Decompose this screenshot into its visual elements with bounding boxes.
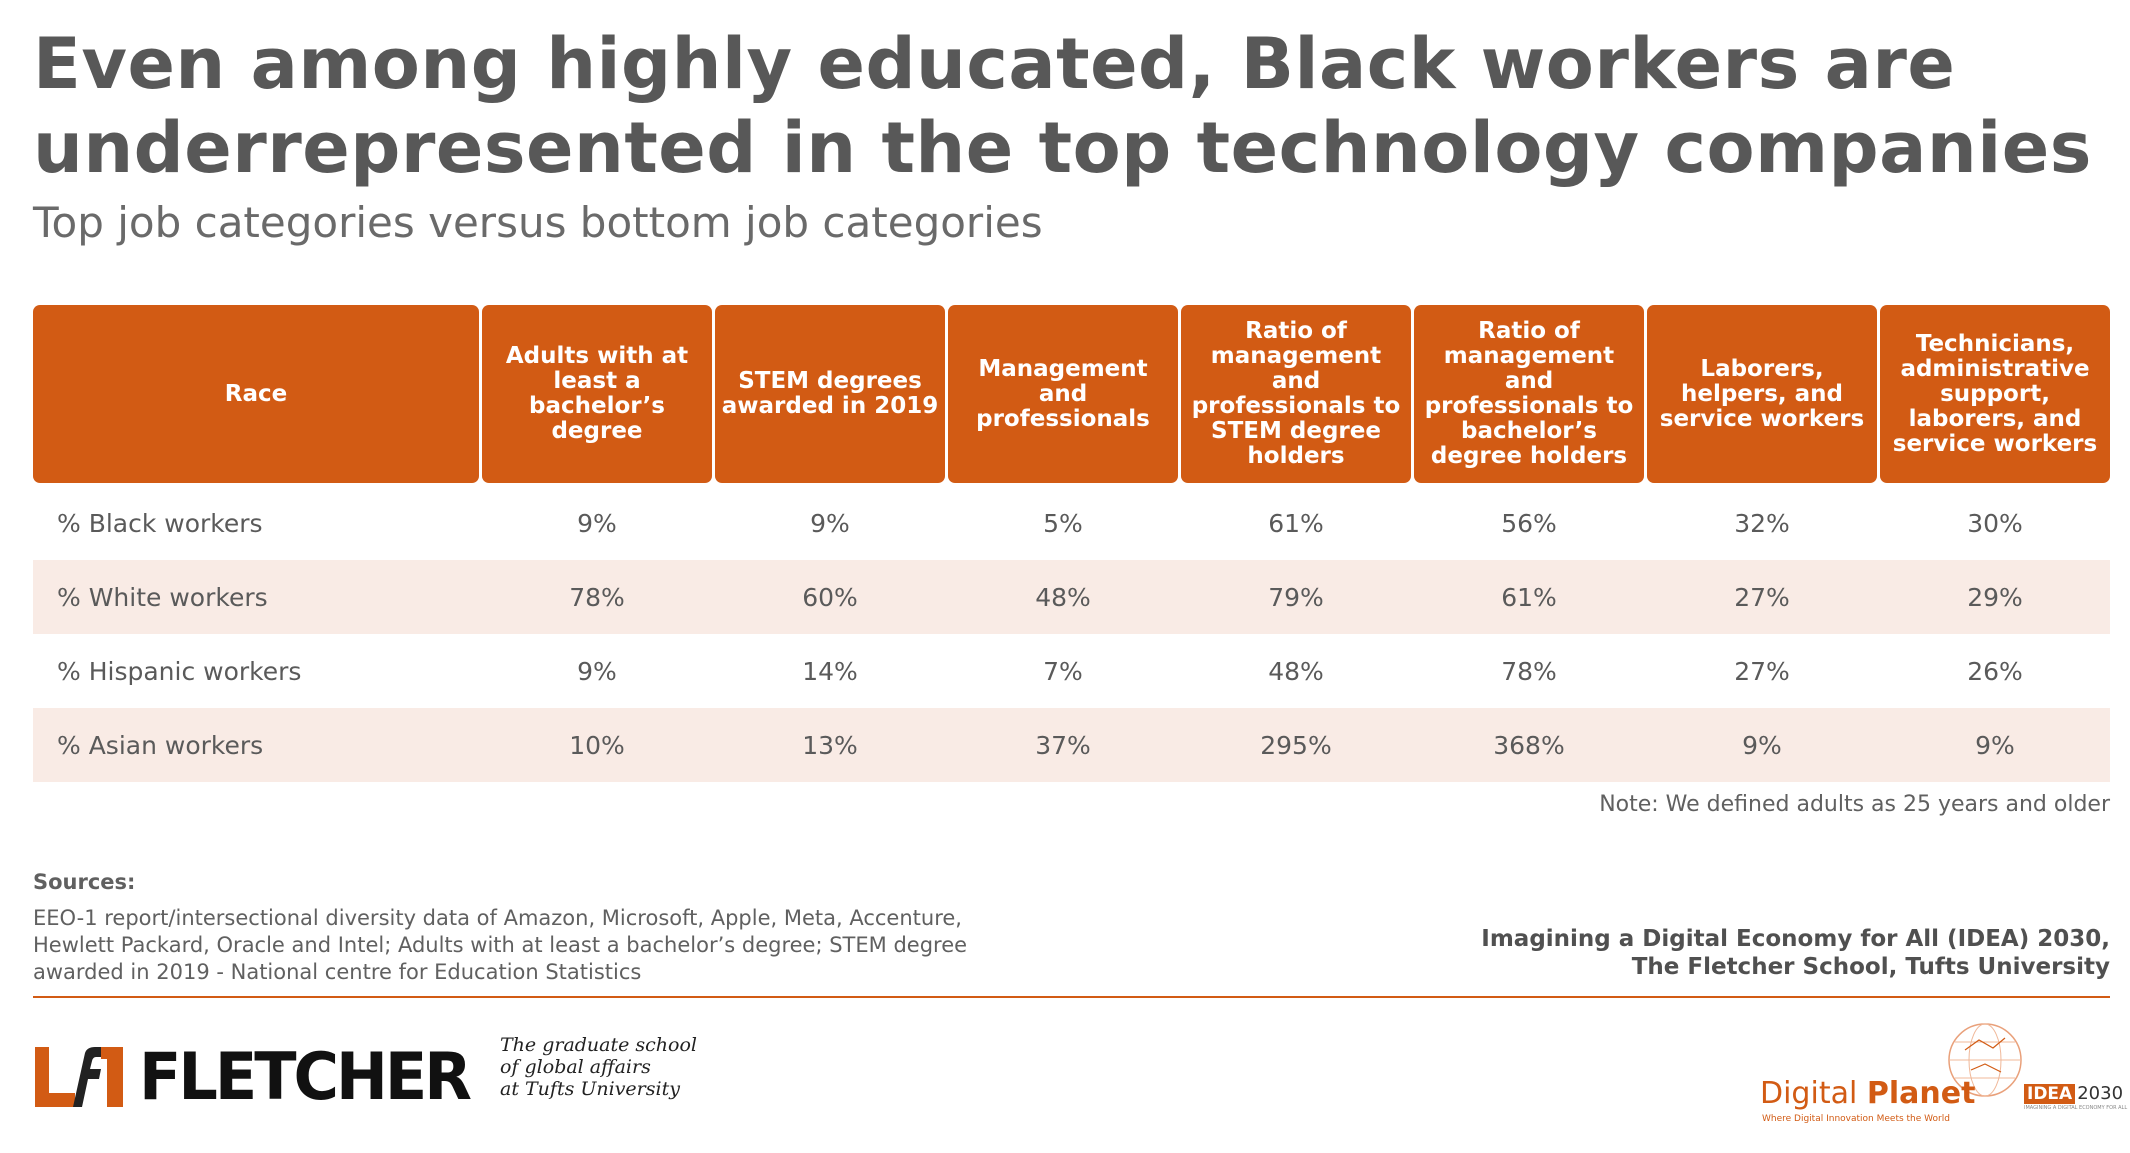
row-label: % Black workers xyxy=(57,508,263,538)
table-note: Note: We defined adults as 25 years and … xyxy=(1599,792,2110,817)
digital-planet-wordmark: Digital Planet xyxy=(1760,1076,1975,1111)
table-body: % Black workers 9% 9% 5% 61% 56% 32% 30% % White… xyxy=(33,486,2110,782)
column-header: STEM degrees awarded in 2019 xyxy=(715,305,945,483)
digital-planet-logo: Digital Planet Where Digital Innovation … xyxy=(1750,1020,2022,1124)
fletcher-tagline: The graduate school of global affairs at… xyxy=(500,1034,697,1100)
table-cell: 9% xyxy=(577,656,617,686)
table-row: % Asian workers 10% 13% 37% 295% 368% 9% 9% xyxy=(33,708,2110,782)
table-cell: 78% xyxy=(569,582,625,612)
table-cell: 37% xyxy=(1035,730,1091,760)
tagline-line-3: at Tufts University xyxy=(500,1078,680,1100)
column-header: Ratio of management and professionals to… xyxy=(1414,305,1644,483)
table-cell: 9% xyxy=(810,508,850,538)
table-cell: 9% xyxy=(1975,730,2015,760)
table-cell: 10% xyxy=(569,730,625,760)
footer-divider xyxy=(33,996,2110,998)
table-cell: 32% xyxy=(1734,508,1790,538)
table-row: % Black workers 9% 9% 5% 61% 56% 32% 30% xyxy=(33,486,2110,560)
idea-subtitle: IMAGINING A DIGITAL ECONOMY FOR ALL xyxy=(2024,1105,2128,1111)
table-cell: 61% xyxy=(1268,508,1324,538)
page-title: Even among highly educated, Black worker… xyxy=(33,23,2092,189)
tagline-line-1: The graduate school xyxy=(500,1034,697,1056)
credit-line-2: The Fletcher School, Tufts University xyxy=(1631,954,2110,980)
table-cell: 14% xyxy=(802,656,858,686)
idea-logo: IDEA 2030 xyxy=(2024,1083,2123,1104)
table-cell: 79% xyxy=(1268,582,1324,612)
table-cell: 30% xyxy=(1967,508,2023,538)
table-cell: 9% xyxy=(577,508,617,538)
table-cell: 48% xyxy=(1268,656,1324,686)
table-cell: 26% xyxy=(1967,656,2023,686)
table-cell: 27% xyxy=(1734,656,1790,686)
sources-text: EEO-1 report/intersectional diversity da… xyxy=(33,906,968,984)
sources-heading: Sources: xyxy=(33,870,136,894)
row-label: % Asian workers xyxy=(57,730,264,760)
table-cell: 27% xyxy=(1734,582,1790,612)
idea-year: 2030 xyxy=(2077,1083,2124,1104)
table-cell: 56% xyxy=(1501,508,1557,538)
fletcher-mark-icon xyxy=(35,1046,123,1107)
table-row: % White workers 78% 60% 48% 79% 61% 27% 29% xyxy=(33,560,2110,634)
column-header: Technicians, administrative support, lab… xyxy=(1880,305,2110,483)
digital-planet-word-b: Planet xyxy=(1866,1076,1976,1111)
table-cell: 7% xyxy=(1043,656,1083,686)
table-row: % Hispanic workers 9% 14% 7% 48% 78% 27% 26% xyxy=(33,634,2110,708)
data-table: Race Adults with at least a bachelor’s de… xyxy=(33,305,2110,782)
credit-line-1: Imagining a Digital Economy for All (IDE… xyxy=(1481,926,2110,952)
digital-planet-word-a: Digital xyxy=(1760,1076,1867,1111)
column-header: Laborers, helpers, and service workers xyxy=(1647,305,1877,483)
table-cell: 13% xyxy=(802,730,858,760)
row-label: % Hispanic workers xyxy=(57,656,302,686)
table-cell: 5% xyxy=(1043,508,1083,538)
column-header: Adults with at least a bachelor’s degree xyxy=(482,305,712,483)
fletcher-logo: FLETCHER xyxy=(33,1038,472,1115)
table-cell: 9% xyxy=(1742,730,1782,760)
table-cell: 60% xyxy=(802,582,858,612)
tagline-line-2: of global affairs xyxy=(500,1056,651,1078)
table-cell: 78% xyxy=(1501,656,1557,686)
page-subtitle: Top job categories versus bottom job cat… xyxy=(33,198,1043,247)
table-cell: 368% xyxy=(1493,730,1565,760)
digital-planet-tagline: Where Digital Innovation Meets the World xyxy=(1762,1114,1950,1124)
fletcher-wordmark: FLETCHER xyxy=(139,1038,472,1115)
table-header: Race Adults with at least a bachelor’s de… xyxy=(33,305,2110,486)
globe-icon xyxy=(1948,1023,2022,1097)
table-cell: 295% xyxy=(1260,730,1332,760)
table-cell: 61% xyxy=(1501,582,1557,612)
table-cell: 48% xyxy=(1035,582,1091,612)
column-header: Ratio of management and professionals to… xyxy=(1181,305,1411,483)
idea-box: IDEA xyxy=(2024,1083,2076,1104)
column-header: Race xyxy=(33,305,479,483)
table-cell: 29% xyxy=(1967,582,2023,612)
column-header: Management and professionals xyxy=(948,305,1178,483)
credit-block: Imagining a Digital Economy for All (IDE… xyxy=(1481,925,2110,981)
row-label: % White workers xyxy=(57,582,268,612)
